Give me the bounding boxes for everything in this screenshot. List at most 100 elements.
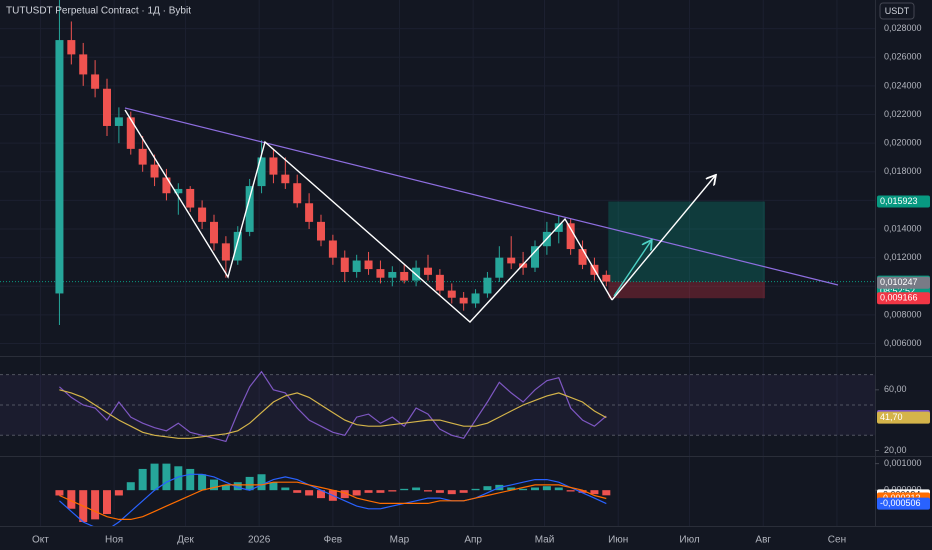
histogram-bar: [340, 490, 349, 499]
histogram-bar: [388, 490, 397, 492]
y-tick-label: 0,014000: [884, 223, 922, 233]
price-tag: [877, 195, 930, 208]
candle-body: [495, 257, 504, 278]
candle-body: [138, 148, 147, 165]
candle-body: [554, 223, 563, 232]
price-tag-label: 0,015923: [880, 196, 918, 206]
histogram-bar: [412, 487, 421, 491]
y-tick-label: 20,00: [884, 445, 907, 455]
currency[interactable]: USDT: [885, 6, 910, 16]
candle-body: [364, 260, 373, 270]
y-tick-label: 0,006000: [884, 338, 922, 348]
candle-body: [305, 203, 314, 222]
pattern-zigzag: [124, 109, 613, 323]
indicator-line: [59, 389, 607, 439]
candle-body: [114, 117, 123, 126]
histogram-bar: [566, 490, 575, 492]
candle-body: [221, 243, 230, 261]
y-tick-label: 60,00: [884, 384, 907, 394]
indicator-line: [59, 473, 607, 526]
histogram-bar: [376, 490, 385, 493]
candle-body: [150, 164, 159, 178]
price-tag-label: 0,010247: [880, 277, 918, 287]
histogram-bar: [91, 490, 100, 520]
histogram-bar: [483, 486, 492, 491]
candle-body: [519, 263, 528, 268]
histogram-bar: [174, 466, 183, 491]
drawings: [124, 107, 839, 323]
histogram-bar: [400, 488, 409, 491]
chart-title: TUTUSDT Perpetual Contract · 1Д · Bybit: [6, 6, 191, 17]
candle-body: [566, 223, 575, 250]
countdown: 08:52:52: [880, 286, 915, 296]
candle-body: [447, 290, 456, 298]
y-tick-label: 0,018000: [884, 166, 922, 176]
histogram-bar: [162, 463, 171, 491]
histogram-bar: [150, 463, 159, 491]
candle-body: [257, 157, 266, 187]
currency-button[interactable]: [879, 2, 915, 20]
y-tick-label: 0,022000: [884, 109, 922, 119]
candle-body: [162, 177, 171, 194]
histogram-bar: [245, 476, 254, 491]
indicator-line: [59, 370, 607, 443]
price-tag: [877, 292, 930, 305]
candle-body: [91, 74, 100, 89]
histogram-bar: [530, 487, 539, 491]
candle-body: [483, 277, 492, 294]
x-tick-label: Фев: [324, 535, 342, 546]
candle-body: [67, 40, 76, 55]
histogram-bar: [269, 482, 278, 491]
histogram-bar: [471, 488, 480, 491]
price-tag: [877, 276, 930, 289]
candle-body: [507, 257, 516, 264]
candle-body: [293, 183, 302, 204]
x-tick-label: Окт: [32, 535, 49, 546]
histogram-bar: [138, 468, 147, 491]
histogram-bar: [447, 490, 456, 495]
trend-line: [124, 107, 839, 286]
histogram-bar: [233, 482, 242, 491]
candle-body: [174, 188, 183, 194]
histogram-bar: [435, 490, 444, 493]
x-tick-label: Мар: [390, 535, 410, 546]
histogram-bar: [590, 490, 599, 495]
y-tick-label: 0,026000: [884, 52, 922, 62]
candle-body: [530, 246, 539, 268]
profit-zone: [608, 201, 765, 282]
price-tag: [877, 411, 930, 424]
candle-body: [352, 260, 361, 272]
candle-body: [198, 207, 207, 222]
candle-body: [459, 297, 468, 304]
histogram-bar: [507, 487, 516, 491]
y-tick-label: 0,012000: [884, 252, 922, 262]
histogram-bar: [126, 482, 135, 491]
candle-body: [245, 186, 254, 232]
x-tick-label: Июл: [679, 535, 699, 546]
x-tick-label: Сен: [828, 535, 846, 546]
x-tick-label: Авг: [755, 535, 771, 546]
candle-body: [55, 40, 64, 294]
candle-body: [435, 274, 444, 291]
histogram-bar: [55, 490, 64, 496]
histogram-bar: [519, 488, 528, 491]
price-tag-label: 0,009166: [880, 293, 918, 303]
histogram-bar: [554, 487, 563, 491]
histogram-bar: [114, 490, 123, 496]
candle-body: [471, 293, 480, 304]
candle-body: [209, 221, 218, 244]
candle-body: [400, 271, 409, 281]
histogram-bar: [602, 490, 611, 496]
x-tick-label: Май: [535, 535, 555, 546]
x-tick-label: Апр: [464, 535, 482, 546]
x-tick-label: Ноя: [105, 535, 123, 546]
histogram-bar: [578, 490, 587, 493]
y-tick-label: 0,008000: [884, 309, 922, 319]
candle-body: [340, 257, 349, 272]
candle-body: [102, 88, 111, 126]
candle-body: [269, 157, 278, 175]
candle-body: [126, 117, 135, 149]
price-tag-label: 41,70: [880, 412, 903, 422]
path-arrow: [613, 241, 651, 297]
